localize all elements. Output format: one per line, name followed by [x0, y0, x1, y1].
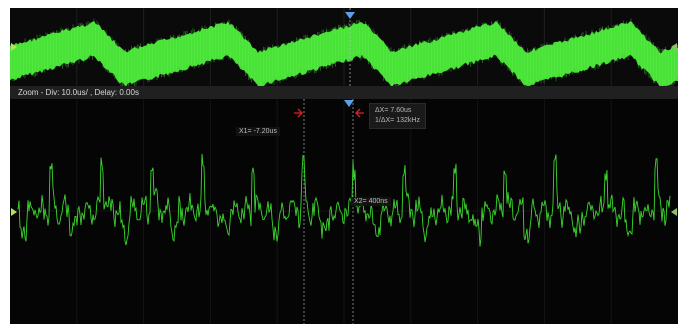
overview-waveform	[10, 8, 678, 86]
oscilloscope-display: Zoom - Div: 10.0us/ , Delay: 0.00s ΔX= 7…	[10, 8, 678, 324]
zoom-trace	[17, 153, 671, 247]
cursor-x1-arrow-icon	[294, 108, 303, 118]
zoom-trigger-position-icon[interactable]	[344, 100, 354, 107]
cursor-x2-label: X2= 400ns	[351, 197, 391, 206]
trigger-position-icon[interactable]	[345, 12, 355, 19]
overview-waveform-panel	[10, 8, 678, 86]
zoom-info-bar: Zoom - Div: 10.0us/ , Delay: 0.00s	[10, 86, 678, 99]
channel-offset-icon[interactable]	[11, 43, 17, 51]
trigger-level-icon[interactable]	[671, 43, 677, 51]
zoom-waveform	[10, 99, 678, 324]
delta-x-value: ΔX= 7.60us	[375, 107, 412, 114]
zoom-trigger-level-icon[interactable]	[671, 208, 677, 216]
overview-trace-noise	[10, 18, 678, 86]
cursor-delta-readout: ΔX= 7.60us 1/ΔX= 132kHz	[369, 103, 426, 129]
inverse-delta-x-value: 1/ΔX= 132kHz	[375, 117, 420, 124]
cursor-x1-label: X1= -7.20us	[236, 127, 280, 136]
zoom-waveform-panel: ΔX= 7.60us 1/ΔX= 132kHz X1= -7.20us X2= …	[10, 99, 678, 324]
cursor-x2-arrow-icon	[355, 108, 364, 118]
zoom-channel-offset-icon[interactable]	[11, 208, 17, 216]
